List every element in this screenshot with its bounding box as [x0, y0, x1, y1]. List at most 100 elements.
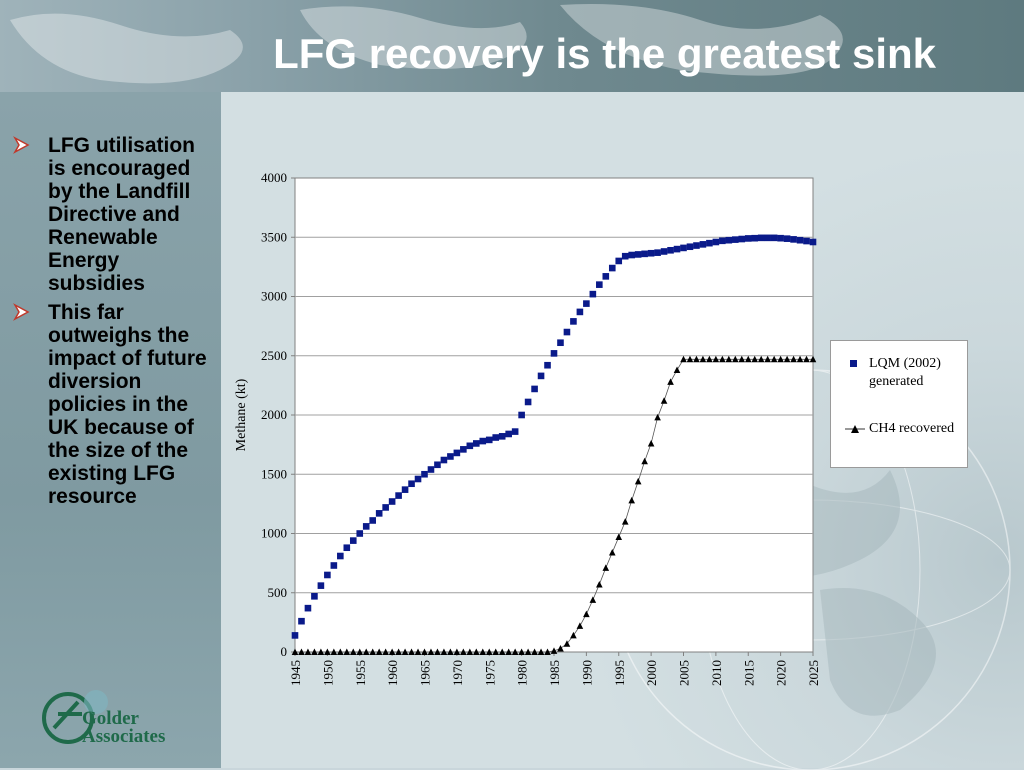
data-point-lqm [712, 238, 720, 246]
data-point-ch4 [660, 397, 668, 404]
data-point-lqm [492, 434, 500, 441]
series-ch4-recovered [291, 355, 817, 655]
data-point-ch4 [453, 648, 461, 655]
data-point-lqm [362, 523, 370, 530]
data-point-lqm [783, 235, 791, 242]
data-point-lqm [777, 234, 784, 242]
data-point-ch4 [317, 648, 325, 655]
data-point-lqm [550, 350, 558, 357]
data-point-ch4 [369, 648, 376, 655]
data-point-ch4 [498, 648, 506, 655]
gridlines [295, 236, 813, 594]
data-point-ch4 [596, 580, 603, 588]
data-point-ch4 [608, 548, 616, 556]
data-point-lqm [757, 234, 765, 242]
data-point-ch4 [693, 355, 700, 363]
company-logo-text: Golder Associates [82, 709, 165, 746]
data-point-lqm [706, 239, 713, 247]
data-point-ch4 [803, 355, 810, 363]
data-point-ch4 [583, 610, 590, 618]
data-point-lqm [583, 300, 590, 307]
data-point-lqm [440, 456, 448, 464]
data-point-ch4 [563, 640, 571, 647]
data-point-lqm [557, 339, 564, 347]
data-point-ch4 [304, 648, 312, 655]
y-tick-label: 1500 [261, 466, 287, 481]
x-tick-label: 1975 [482, 660, 497, 686]
data-point-lqm [544, 361, 551, 369]
data-point-ch4 [298, 648, 305, 655]
data-point-lqm [395, 492, 402, 499]
square-marker-icon [850, 360, 857, 367]
x-tick-label: 1995 [612, 660, 627, 686]
legend: LQM (2002) generated CH4 recovered [830, 340, 968, 468]
data-point-lqm [349, 537, 357, 544]
data-point-ch4 [473, 648, 480, 655]
x-tick-label: 2015 [741, 660, 756, 686]
data-point-ch4 [673, 366, 681, 373]
data-point-lqm [291, 632, 299, 639]
arrow-bullet-icon [13, 303, 30, 321]
triangle-marker-icon [845, 425, 865, 433]
data-point-ch4 [796, 355, 804, 363]
x-tick-label: 1945 [288, 660, 303, 686]
data-point-ch4 [783, 355, 791, 363]
data-point-lqm [518, 411, 525, 419]
data-point-ch4 [324, 648, 331, 655]
data-point-ch4 [570, 631, 577, 639]
data-point-ch4 [706, 355, 713, 363]
y-tick-label: 2000 [261, 407, 287, 422]
data-point-lqm [796, 236, 804, 244]
data-point-ch4 [421, 648, 428, 655]
data-point-ch4 [511, 648, 519, 655]
data-point-ch4 [550, 647, 558, 654]
data-point-lqm [298, 617, 305, 625]
x-tick-label: 1965 [418, 660, 433, 686]
data-point-ch4 [615, 533, 623, 541]
data-point-lqm [667, 246, 674, 254]
data-point-lqm [317, 582, 325, 589]
data-point-ch4 [654, 413, 661, 421]
data-point-lqm [531, 385, 538, 393]
data-point-lqm [641, 250, 648, 258]
data-point-ch4 [492, 648, 500, 655]
data-point-lqm [369, 517, 376, 524]
data-point-lqm [505, 430, 512, 438]
data-point-lqm [628, 251, 635, 259]
data-point-lqm [537, 372, 545, 380]
data-point-lqm [647, 249, 655, 257]
data-point-lqm [375, 510, 383, 517]
x-tick-label: 1955 [353, 660, 368, 686]
bullet-list: LFG utilisation is encouraged by the Lan… [10, 134, 215, 514]
data-point-ch4 [531, 648, 538, 655]
data-point-ch4 [375, 648, 383, 655]
data-point-lqm [311, 593, 318, 600]
data-point-ch4 [395, 648, 402, 655]
data-point-ch4 [447, 648, 454, 655]
data-point-lqm [673, 245, 681, 253]
data-point-ch4 [712, 355, 720, 363]
data-point-lqm [337, 552, 344, 560]
data-point-lqm [304, 604, 312, 612]
data-point-lqm [770, 234, 778, 242]
title-bar: LFG recovery is the greatest sink [0, 0, 1024, 92]
x-tick-label: 2020 [774, 660, 789, 686]
data-point-ch4 [621, 518, 629, 525]
data-point-ch4 [770, 355, 778, 363]
data-point-lqm [764, 234, 771, 242]
data-point-lqm [751, 234, 759, 242]
data-point-ch4 [311, 648, 318, 655]
x-tick-label: 1970 [450, 660, 465, 686]
data-point-ch4 [330, 648, 338, 655]
data-point-lqm [324, 571, 331, 579]
bullet-text: LFG utilisation is encouraged by the Lan… [48, 134, 195, 295]
legend-label-ch4: CH4 recovered [869, 421, 955, 436]
data-point-ch4 [434, 648, 441, 655]
data-point-ch4 [602, 564, 610, 571]
data-point-lqm [498, 433, 506, 440]
x-tick-label: 1950 [320, 660, 335, 686]
data-point-ch4 [505, 648, 512, 655]
data-point-lqm [719, 237, 726, 245]
y-tick-label: 1000 [261, 526, 287, 541]
data-point-ch4 [738, 355, 746, 363]
